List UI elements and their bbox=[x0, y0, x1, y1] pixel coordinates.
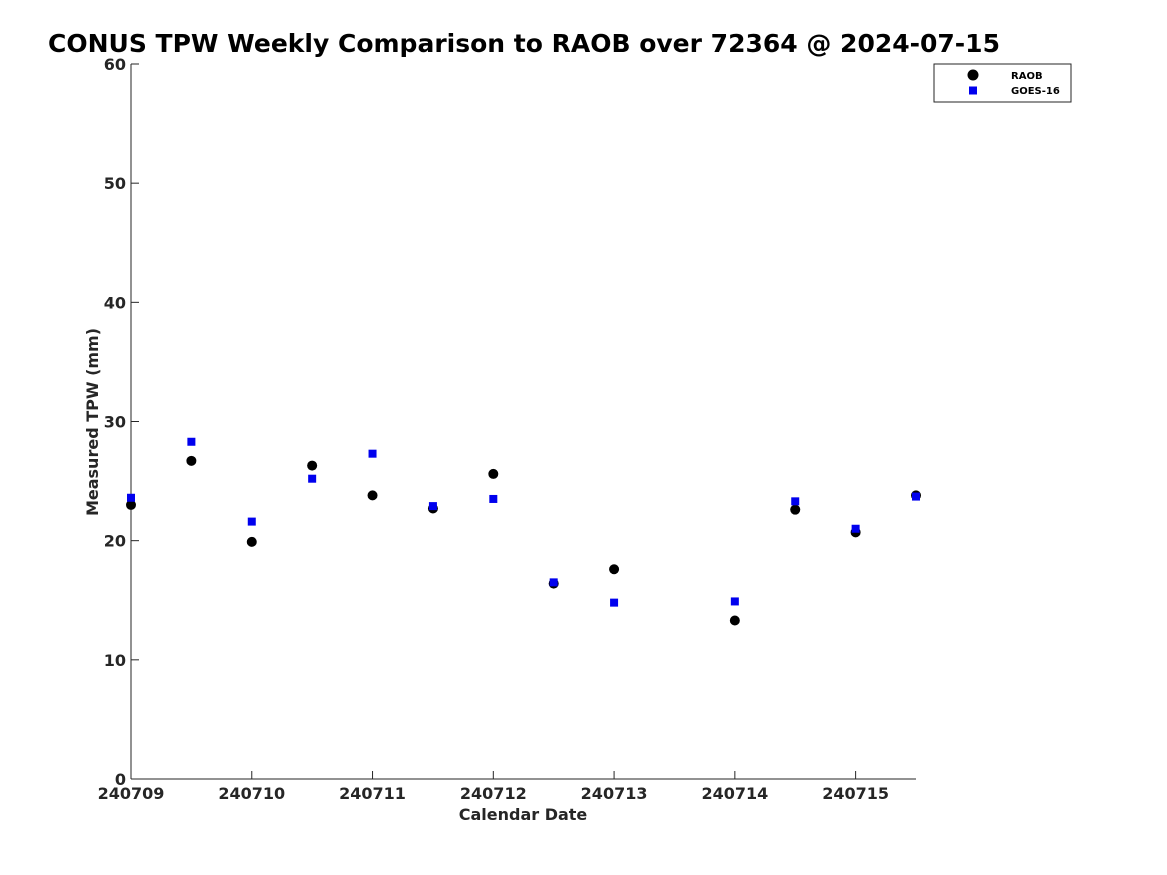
goes16-point bbox=[730, 597, 739, 606]
goes16-point bbox=[368, 449, 377, 458]
x-tick-label: 240709 bbox=[98, 784, 165, 803]
raob-point bbox=[246, 536, 257, 547]
y-tick-label: 50 bbox=[104, 174, 126, 193]
legend-box bbox=[933, 63, 1072, 103]
legend-goes16-marker bbox=[969, 86, 977, 95]
goes16-point bbox=[610, 598, 619, 607]
x-tick-label: 240714 bbox=[701, 784, 768, 803]
goes16-point bbox=[912, 492, 920, 501]
legend-goes16-label: GOES-16 bbox=[1011, 86, 1060, 97]
y-ticks: 0 10 20 30 40 50 60 bbox=[104, 55, 139, 789]
series-layer bbox=[126, 437, 921, 626]
series-goes16 bbox=[127, 437, 920, 607]
goes16-point bbox=[127, 493, 135, 502]
goes16-point bbox=[308, 474, 317, 483]
goes16-point bbox=[489, 494, 498, 503]
x-ticks: 240709 240710 240711 240712 240713 240714 2407… bbox=[98, 771, 889, 803]
raob-point bbox=[367, 490, 378, 501]
legend-raob-marker bbox=[967, 69, 979, 81]
y-tick-label: 10 bbox=[104, 651, 126, 670]
goes16-point bbox=[187, 437, 196, 446]
y-axis-label: Measured TPW (mm) bbox=[83, 328, 102, 516]
goes16-point bbox=[428, 502, 437, 511]
y-tick-label: 40 bbox=[104, 293, 126, 312]
goes16-point bbox=[791, 497, 800, 506]
raob-point bbox=[488, 468, 499, 479]
x-axis-label: Calendar Date bbox=[459, 805, 588, 824]
y-tick-label: 30 bbox=[104, 413, 126, 432]
y-tick-label: 0 bbox=[115, 770, 126, 789]
chart-title: CONUS TPW Weekly Comparison to RAOB over… bbox=[48, 29, 1000, 58]
x-tick-label: 240710 bbox=[218, 784, 285, 803]
goes16-point bbox=[549, 578, 558, 587]
raob-point bbox=[729, 615, 740, 626]
raob-point bbox=[307, 460, 318, 471]
raob-point bbox=[609, 564, 620, 575]
legend-raob-label: RAOB bbox=[1011, 71, 1043, 82]
legend: RAOB GOES-16 bbox=[933, 63, 1072, 103]
raob-point bbox=[790, 504, 801, 515]
goes16-point bbox=[247, 517, 256, 526]
y-tick-label: 20 bbox=[104, 532, 126, 551]
raob-point bbox=[186, 455, 197, 466]
y-tick-label: 60 bbox=[104, 55, 126, 74]
x-tick-label: 240711 bbox=[339, 784, 406, 803]
x-tick-label: 240715 bbox=[822, 784, 889, 803]
x-tick-label: 240713 bbox=[581, 784, 648, 803]
x-tick-label: 240712 bbox=[460, 784, 527, 803]
goes16-point bbox=[851, 524, 860, 533]
raob-point bbox=[126, 499, 136, 510]
